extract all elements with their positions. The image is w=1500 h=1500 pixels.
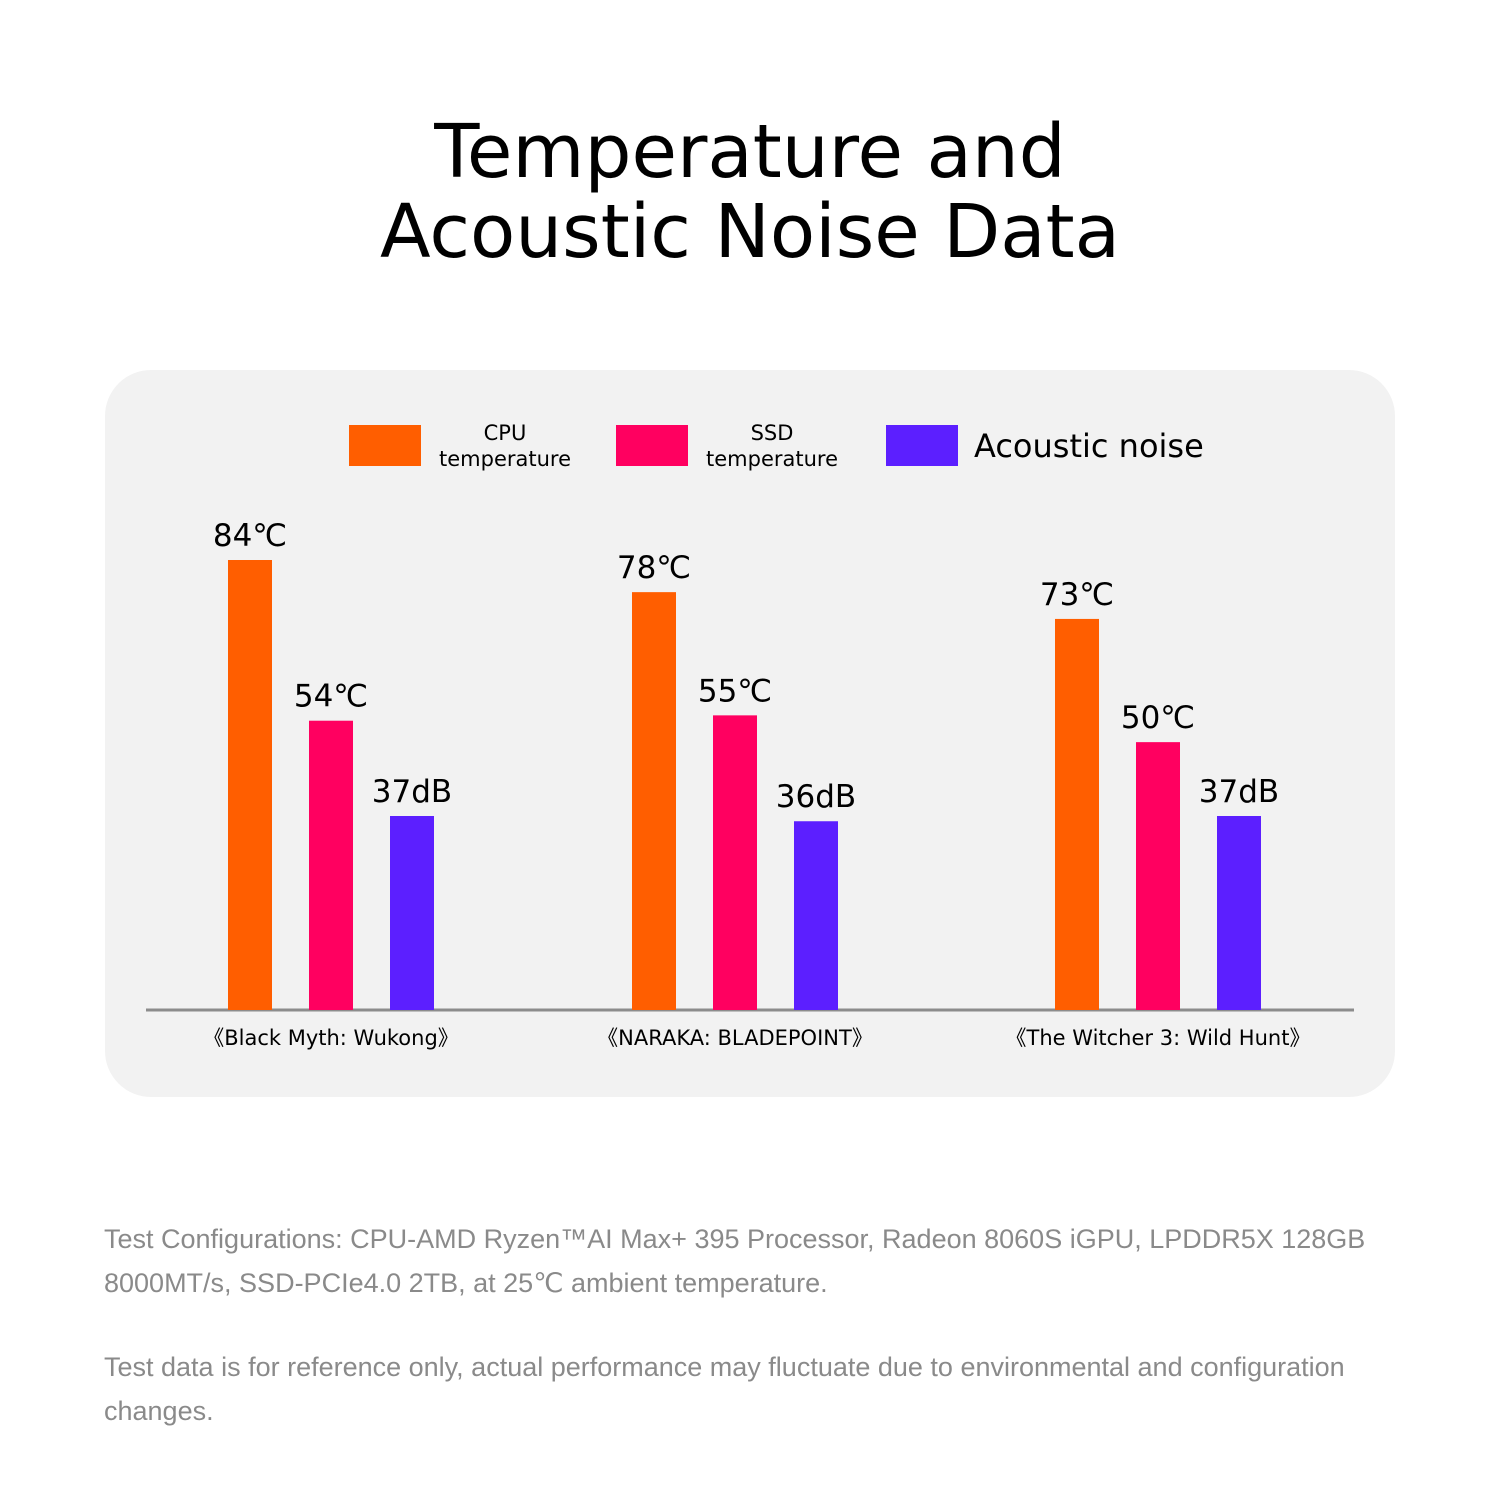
- data-label: 37dB: [1199, 774, 1279, 810]
- bar-acoustic-noise: [794, 821, 838, 1010]
- bar-acoustic-noise: [1217, 816, 1261, 1010]
- legend-swatch-cpu-temperature: [349, 425, 421, 466]
- legend-label-cpu-temperature: CPU temperature: [425, 420, 585, 472]
- bar-acoustic-noise: [390, 816, 434, 1010]
- data-label: 50℃: [1121, 700, 1195, 736]
- data-label: 73℃: [1040, 577, 1114, 613]
- footnote-disclaimer: Test data is for reference only, actual …: [104, 1352, 1345, 1426]
- title-line-2: Acoustic Noise Data: [380, 189, 1120, 275]
- legend-label-ssd-temperature: SSD temperature: [692, 420, 852, 472]
- legend-swatch-ssd-temperature: [616, 425, 688, 466]
- bar-cpu-temperature: [632, 592, 676, 1010]
- bar-chart: 84℃ 54℃ 37dB 《Black Myth: Wukong》 78℃ 55℃ 36dB…: [146, 518, 1354, 1050]
- data-label: 37dB: [372, 774, 452, 810]
- bar-cpu-temperature: [228, 560, 272, 1010]
- data-label: 36dB: [776, 779, 856, 815]
- bar-cpu-temperature: [1055, 618, 1099, 1010]
- legend-label-acoustic-noise: Acoustic noise: [974, 427, 1204, 465]
- chart-title: Temperature and Acoustic Noise Data: [0, 112, 1500, 272]
- bar-ssd-temperature: [309, 720, 353, 1010]
- legend-swatch-acoustic-noise: [886, 425, 958, 466]
- data-label: 54℃: [294, 679, 368, 715]
- legend-label-line: temperature: [439, 447, 571, 471]
- footnote-test-configurations: Test Configurations: CPU-AMD Ryzen™AI Ma…: [104, 1224, 1366, 1298]
- data-label: 55℃: [698, 673, 772, 709]
- data-label: 84℃: [213, 518, 287, 554]
- category-label: 《NARAKA: BLADEPOINT》: [597, 1026, 873, 1050]
- legend-label-line: SSD: [750, 421, 794, 445]
- legend-label-line: temperature: [706, 447, 838, 471]
- category-label: 《The Witcher 3: Wild Hunt》: [1006, 1026, 1311, 1050]
- data-label: 78℃: [617, 550, 691, 586]
- title-line-1: Temperature and: [434, 109, 1066, 195]
- legend-label-line: CPU: [483, 421, 527, 445]
- bar-ssd-temperature: [1136, 742, 1180, 1010]
- category-label: 《Black Myth: Wukong》: [203, 1026, 459, 1050]
- bar-ssd-temperature: [713, 715, 757, 1010]
